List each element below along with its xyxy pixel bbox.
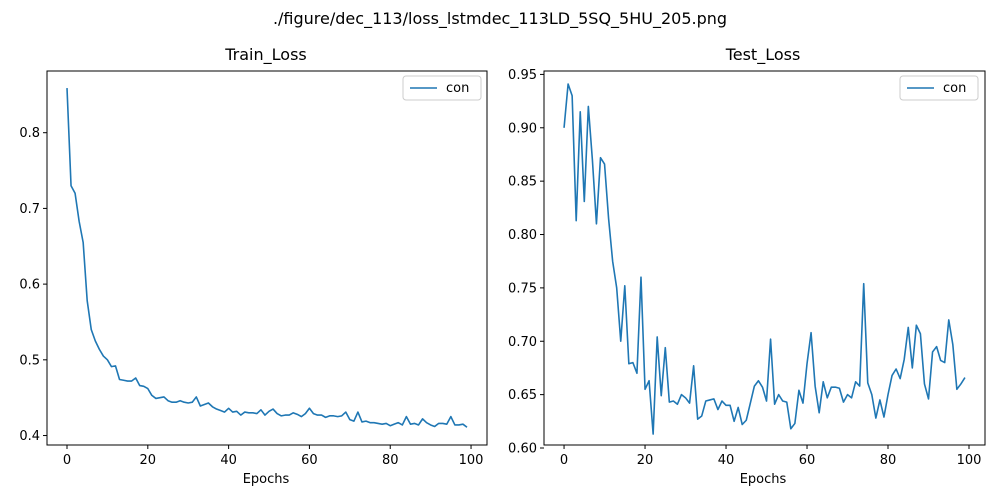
train-loss-plot-frame: [46, 70, 488, 446]
train-loss-y-tick-label: 0.7: [19, 202, 40, 217]
train-loss-title: Train_Loss: [224, 45, 306, 65]
test-loss-y-tick-label: 0.80: [508, 228, 537, 243]
test-loss-x-axis-label: Epochs: [740, 472, 787, 487]
train-loss-legend-label: con: [446, 81, 469, 96]
figure-title: ./figure/dec_113/loss_lstmdec_113LD_5SQ_…: [273, 9, 727, 29]
train-loss-y-tick-label: 0.8: [19, 126, 40, 141]
train-loss-panel: Train_Loss Epochs 0 20 40 60 80 100 0.4 0.5 0.6 0…: [19, 45, 488, 487]
test-loss-y-tick-label: 0.85: [508, 175, 537, 190]
test-loss-y-tick-label: 0.95: [508, 68, 537, 83]
test-loss-x-tick-label: 40: [718, 453, 735, 468]
train-loss-x-tick-label: 80: [382, 453, 399, 468]
train-loss-x-tick-label: 40: [220, 453, 237, 468]
test-loss-y-tick-label: 0.75: [508, 281, 537, 296]
train-loss-y-tick-label: 0.5: [19, 353, 40, 368]
test-loss-x-tick-label: 0: [560, 453, 568, 468]
test-loss-y-tick-label: 0.70: [508, 335, 537, 350]
train-loss-x-tick-label: 20: [140, 453, 157, 468]
train-loss-series-con-line: [66, 87, 468, 428]
test-loss-series-con-line: [563, 83, 966, 435]
test-loss-x-tick-label: 100: [957, 453, 982, 468]
test-loss-y-tick-label: 0.65: [508, 388, 537, 403]
test-loss-legend: [899, 75, 979, 101]
train-loss-x-axis-label: Epochs: [243, 472, 290, 487]
test-loss-x-tick-label: 80: [880, 453, 897, 468]
test-loss-plot-frame: [543, 70, 986, 446]
train-loss-x-tick-label: 0: [63, 453, 71, 468]
test-loss-x-tick-label: 60: [799, 453, 816, 468]
test-loss-panel: Test_Loss Epochs 0 20 40 60 80 100 0.60 0.65 0.7…: [508, 45, 986, 487]
train-loss-x-tick-label: 100: [459, 453, 484, 468]
test-loss-y-tick-label: 0.60: [508, 441, 537, 456]
test-loss-title: Test_Loss: [725, 45, 801, 65]
test-loss-legend-label: con: [943, 81, 966, 96]
train-loss-x-tick-label: 60: [301, 453, 318, 468]
test-loss-y-tick-label: 0.90: [508, 121, 537, 136]
train-loss-legend: [402, 75, 482, 101]
train-loss-y-tick-label: 0.6: [19, 278, 40, 293]
train-loss-y-tick-label: 0.4: [19, 429, 40, 444]
test-loss-x-tick-label: 20: [637, 453, 654, 468]
